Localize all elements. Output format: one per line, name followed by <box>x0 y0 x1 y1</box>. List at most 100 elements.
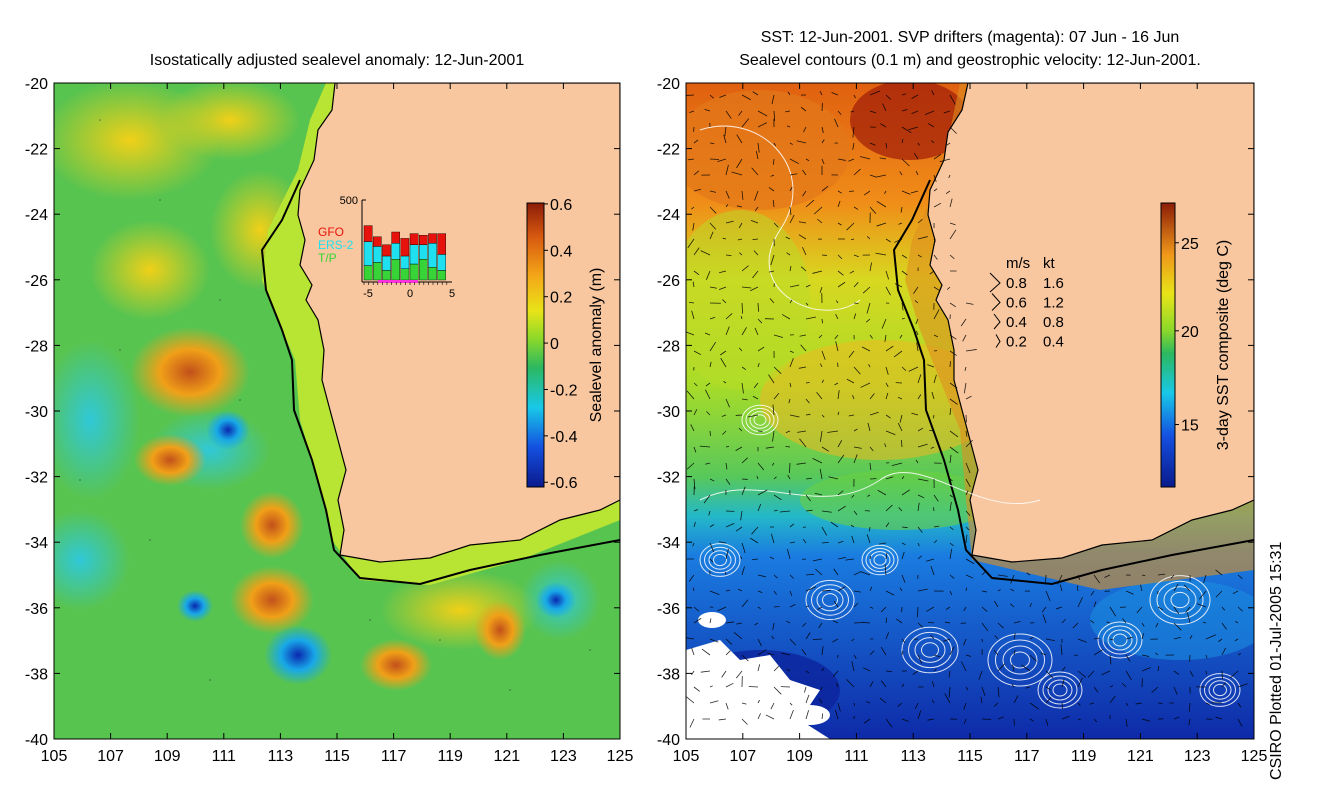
velocity-arrow <box>1061 702 1063 709</box>
velocity-arrow <box>981 686 986 696</box>
velocity-arrow <box>885 476 894 480</box>
y-tick-label: -20 <box>25 76 48 93</box>
y-tick-label: -32 <box>25 470 48 487</box>
velocity-arrow <box>789 638 797 646</box>
velocity-arrow <box>812 458 823 464</box>
velocity-arrow <box>850 238 855 241</box>
velocity-arrow <box>709 94 714 99</box>
velocity-arrow <box>709 341 717 352</box>
velocity-arrow <box>789 142 793 145</box>
velocity-arrow <box>960 318 967 327</box>
velocity-arrow <box>891 462 903 466</box>
x-tick-label: 119 <box>437 748 463 765</box>
velocity-arrow <box>1109 606 1117 617</box>
velocity-arrow <box>1185 606 1191 613</box>
velocity-arrow <box>718 270 727 274</box>
velocity-arrow <box>736 622 743 625</box>
velocity-arrow <box>901 650 904 656</box>
velocity-arrow <box>837 439 843 448</box>
velocity-arrow <box>851 638 855 642</box>
velocity-arrow <box>917 236 928 240</box>
x-tick-label: 107 <box>729 748 756 765</box>
velocity-arrow <box>1155 652 1159 656</box>
velocity-arrow <box>1029 654 1037 662</box>
velocity-arrow <box>868 364 871 368</box>
y-tick-label: -30 <box>25 404 48 421</box>
velocity-arrow <box>949 198 953 208</box>
velocity-arrow <box>725 650 731 656</box>
velocity-arrow <box>735 446 743 452</box>
velocity-arrow <box>1090 590 1095 596</box>
velocity-arrow <box>869 586 873 592</box>
velocity-arrow <box>691 310 695 320</box>
velocity-arrow <box>786 125 791 128</box>
colorbar-tick-label: 0 <box>550 336 559 353</box>
velocity-arrow <box>949 574 955 579</box>
velocity-arrow <box>1151 686 1159 693</box>
velocity-arrow <box>917 622 924 628</box>
velocity-arrow <box>1141 718 1151 722</box>
velocity-arrow <box>1109 638 1114 641</box>
velocity-arrow <box>781 652 791 656</box>
velocity-arrow <box>949 229 957 240</box>
velocity-arrow <box>881 318 887 329</box>
velocity-legend-arrow <box>993 313 1001 330</box>
velocity-arrow <box>693 247 700 256</box>
velocity-arrow <box>1029 603 1032 608</box>
velocity-arrow <box>805 381 810 384</box>
velocity-arrow <box>812 270 823 274</box>
velocity-arrow <box>949 254 955 259</box>
velocity-arrow <box>720 350 727 356</box>
velocity-arrow <box>1077 670 1087 678</box>
velocity-arrow <box>725 589 731 592</box>
inset-bar-gfo <box>382 244 391 257</box>
velocity-arrow <box>876 222 887 227</box>
velocity-legend-arrow <box>989 272 1001 293</box>
velocity-arrow <box>1155 622 1159 628</box>
velocity-arrow <box>819 91 823 96</box>
velocity-arrow <box>917 555 923 560</box>
x-tick-label: 123 <box>550 748 577 765</box>
velocity-arrow <box>885 430 896 436</box>
velocity-legend-ms: 0.4 <box>1006 314 1027 331</box>
velocity-arrow <box>914 300 919 304</box>
sealevel-contour <box>1170 591 1190 609</box>
velocity-arrow <box>879 157 887 160</box>
velocity-arrow <box>740 315 743 320</box>
velocity-arrow <box>1173 583 1179 592</box>
velocity-arrow <box>933 525 940 528</box>
velocity-arrow <box>917 394 922 400</box>
colorbar-tick-label: -0.2 <box>550 382 578 399</box>
velocity-arrow <box>692 542 695 547</box>
velocity-arrow <box>757 649 767 656</box>
x-tick-label: 123 <box>1184 748 1211 765</box>
velocity-arrow <box>1221 606 1226 611</box>
sealevel-contour <box>1208 680 1232 700</box>
x-tick-label: 125 <box>1241 748 1268 765</box>
velocity-arrow <box>913 152 919 160</box>
velocity-arrow <box>821 510 832 513</box>
velocity-arrow <box>725 313 733 320</box>
velocity-arrow <box>754 190 759 201</box>
velocity-arrow <box>832 620 839 624</box>
velocity-arrow <box>897 702 903 707</box>
velocity-arrow <box>901 366 907 372</box>
velocity-arrow <box>1234 620 1239 624</box>
velocity-arrow <box>832 638 839 643</box>
inset-bar-tp <box>391 259 401 281</box>
velocity-arrow <box>700 250 711 256</box>
velocity-arrow <box>899 334 903 339</box>
velocity-arrow <box>786 252 791 256</box>
y-tick-label: -30 <box>657 404 680 421</box>
velocity-arrow <box>1089 702 1095 705</box>
velocity-arrow <box>757 142 760 153</box>
velocity-arrow <box>805 509 813 512</box>
velocity-arrow <box>773 476 777 480</box>
velocity-arrow <box>798 221 807 224</box>
velocity-arrow <box>693 446 697 453</box>
velocity-arrow <box>965 439 973 448</box>
velocity-arrow <box>948 174 951 179</box>
velocity-arrow <box>798 366 807 369</box>
velocity-arrow <box>805 573 815 576</box>
velocity-arrow <box>797 430 807 433</box>
